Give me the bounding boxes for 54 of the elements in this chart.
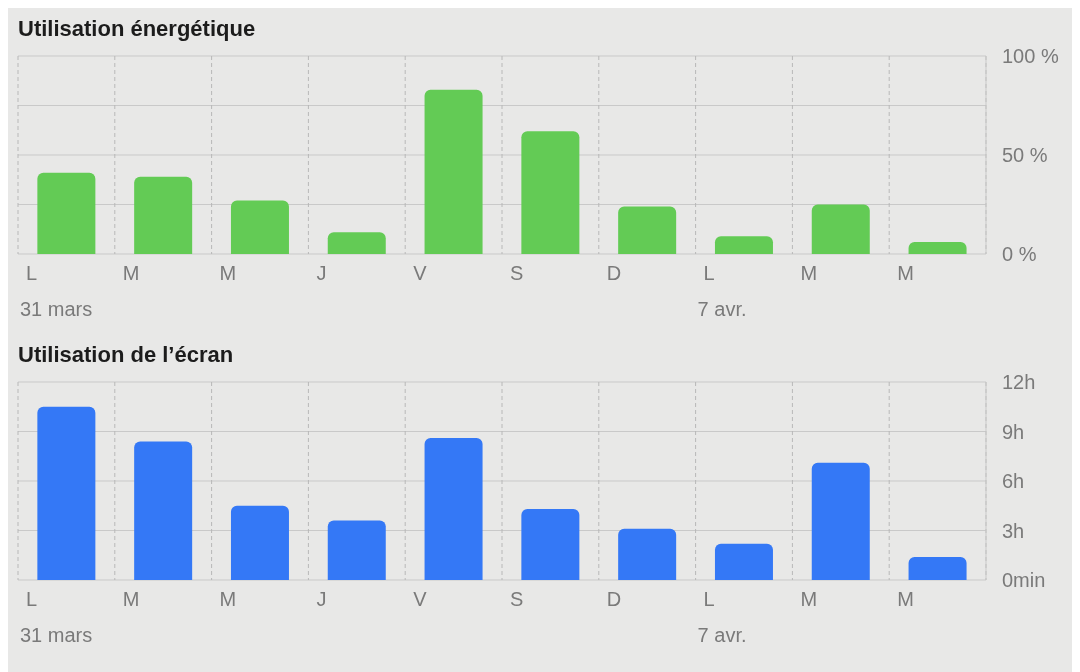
x-tick-label: L bbox=[26, 588, 38, 610]
bar bbox=[37, 406, 96, 580]
x-tick-label: M bbox=[897, 262, 914, 284]
bar bbox=[424, 89, 483, 254]
bar bbox=[908, 556, 967, 580]
text: 7 avr. bbox=[697, 298, 747, 321]
x-tick-label: J bbox=[316, 262, 327, 284]
bar bbox=[134, 176, 193, 254]
bar bbox=[37, 172, 96, 254]
x-tick-label: D bbox=[606, 262, 622, 284]
y-tick-label: 6h bbox=[1002, 470, 1025, 492]
y-tick-label: 9h bbox=[1002, 420, 1025, 443]
bar bbox=[811, 462, 870, 580]
x-tick-label: L bbox=[26, 262, 38, 284]
bar bbox=[230, 505, 289, 580]
y-tick-label: 0 % bbox=[1002, 243, 1037, 265]
x-tick-label: M bbox=[800, 262, 818, 284]
bar bbox=[811, 204, 870, 254]
chart-title: Utilisation de l’écran bbox=[17, 342, 235, 369]
x-tick-label: V bbox=[413, 588, 428, 610]
x-tick-label: M bbox=[897, 588, 914, 610]
bar bbox=[521, 131, 580, 254]
x-tick-label: M bbox=[800, 588, 818, 610]
bar bbox=[908, 242, 967, 254]
y-tick-label: 12h bbox=[1002, 371, 1036, 393]
text: 31 mars bbox=[20, 624, 93, 647]
x-tick-label: M bbox=[219, 262, 237, 284]
text: 7 avr. bbox=[697, 624, 747, 647]
y-tick-label: 3h bbox=[1002, 519, 1025, 542]
x-tick-label: S bbox=[510, 262, 524, 284]
x-tick-label: M bbox=[122, 588, 140, 610]
x-tick-label: L bbox=[703, 588, 715, 610]
bar bbox=[714, 236, 773, 254]
bar bbox=[327, 520, 386, 580]
y-tick-label: 100 % bbox=[1002, 45, 1059, 67]
bar bbox=[714, 543, 773, 580]
x-tick-label: V bbox=[413, 262, 428, 284]
bar bbox=[134, 441, 193, 580]
bar bbox=[230, 200, 289, 254]
x-tick-label: S bbox=[510, 588, 524, 610]
bar bbox=[327, 232, 386, 254]
bar bbox=[618, 206, 677, 254]
x-tick-label: D bbox=[606, 588, 622, 610]
y-tick-label: 50 % bbox=[1002, 144, 1048, 166]
x-tick-label: J bbox=[316, 588, 327, 610]
y-tick-label: 0min bbox=[1002, 569, 1046, 591]
bar bbox=[618, 528, 677, 580]
x-tick-label: M bbox=[122, 262, 140, 284]
bar bbox=[424, 438, 483, 580]
x-tick-label: L bbox=[703, 262, 715, 284]
text: 31 mars bbox=[20, 298, 93, 321]
bar bbox=[521, 509, 580, 580]
chart-title: Utilisation énergétique bbox=[17, 16, 257, 43]
x-tick-label: M bbox=[219, 588, 237, 610]
